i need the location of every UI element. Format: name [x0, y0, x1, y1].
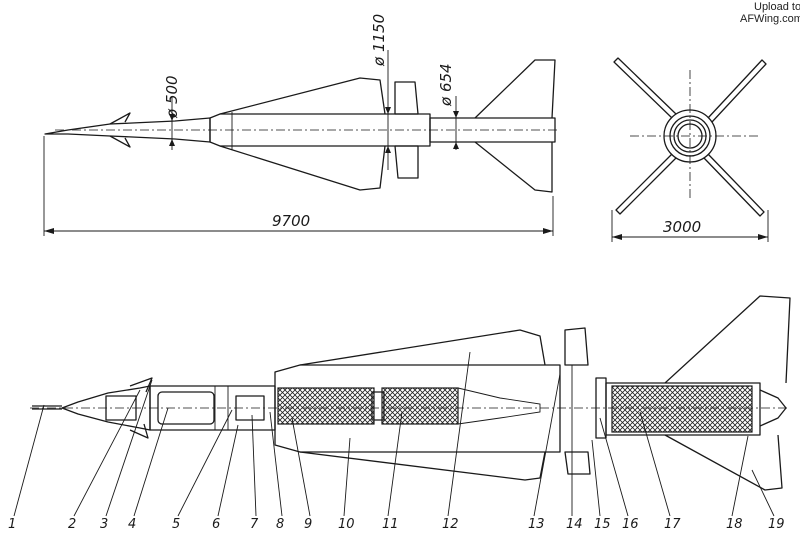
dim-diameter-1150: ø 1150	[370, 14, 388, 67]
upper-fairing	[394, 81, 419, 115]
callout-label-1: 1	[8, 517, 16, 532]
callout-leader-3	[105, 379, 153, 517]
callout-label-15: 15	[594, 517, 611, 532]
canard-bottom	[109, 135, 131, 148]
callout-leader-6	[217, 424, 239, 517]
callout-label-4: 4	[128, 517, 136, 532]
watermark-line2: AFWing.com	[740, 13, 800, 25]
fin-ll	[615, 153, 677, 215]
booster-motor	[611, 385, 753, 433]
wing-top	[219, 77, 386, 115]
fuel-tank-1	[277, 387, 375, 425]
tail-fin-top	[474, 59, 556, 119]
cutaway-wing-bottom	[299, 451, 546, 481]
wing-bottom	[219, 145, 386, 191]
cutaway-fairing-top	[564, 327, 589, 366]
fuel-tank-2	[381, 387, 459, 425]
canard-top	[109, 112, 131, 125]
callout-leader-13	[533, 373, 561, 517]
callout-leader-19	[751, 469, 775, 517]
body-ring-outer	[663, 109, 717, 163]
cutaway-fairing-bottom	[564, 451, 591, 475]
cutaway-view	[30, 295, 791, 491]
fin-ur	[707, 59, 767, 123]
callout-leader-15	[591, 439, 601, 517]
callout-label-19: 19	[768, 517, 785, 532]
callout-leader-5	[177, 409, 233, 517]
cutaway-tail-top	[664, 295, 791, 384]
front-view: 3000	[611, 57, 769, 242]
callout-label-8: 8	[276, 517, 284, 532]
callout-leader-12	[447, 351, 471, 517]
callout-label-17: 17	[664, 517, 681, 532]
callout-label-11: 11	[382, 517, 399, 532]
callout-leader-8	[269, 411, 283, 517]
callout-label-9: 9	[304, 517, 312, 532]
dim-length: 9700	[272, 212, 310, 230]
fin-lr	[703, 153, 765, 217]
callout-label-2: 2	[68, 517, 76, 532]
callout-label-14: 14	[566, 517, 583, 532]
dim-span: 3000	[663, 218, 701, 236]
dim-diameter-500: ø 500	[163, 75, 181, 119]
callout-label-5: 5	[172, 517, 180, 532]
callout-label-10: 10	[338, 517, 355, 532]
callout-label-13: 13	[528, 517, 545, 532]
callout-leader-18	[731, 435, 749, 517]
callout-leader-16	[599, 417, 629, 517]
nozzle	[759, 389, 787, 427]
callout-labels: 1 2 3 4 5 6 7 8 9 10 11 12 13 14 15 16 17 18 19	[8, 351, 785, 532]
callout-leader-2	[73, 389, 141, 517]
fin-ul	[613, 57, 677, 119]
callout-leader-10	[343, 437, 351, 517]
cutaway-wing-top	[299, 329, 546, 366]
callout-label-7: 7	[250, 517, 259, 532]
callout-leader-7	[251, 414, 257, 517]
length-dimension: 9700	[43, 136, 554, 236]
callout-label-18: 18	[726, 517, 743, 532]
callout-leader-9	[291, 417, 311, 517]
tail-fin-bottom	[474, 141, 553, 193]
booster-section	[605, 382, 761, 436]
rear-body	[429, 117, 556, 143]
callout-leader-17	[639, 411, 671, 517]
watermark-line1: Upload to	[754, 1, 800, 13]
callout-leader-4	[133, 407, 169, 517]
dim-diameter-654: ø 654	[437, 63, 455, 107]
cutaway-tail-bottom	[664, 434, 783, 491]
callout-label-16: 16	[622, 517, 639, 532]
lower-fairing	[394, 145, 419, 179]
side-view: ø 500 ø 1150 ø 654	[44, 14, 560, 193]
callout-label-6: 6	[212, 517, 220, 532]
callout-leader-1	[13, 404, 45, 517]
callout-label-3: 3	[100, 517, 108, 532]
callout-leader-11	[387, 411, 403, 517]
callout-label-12: 12	[442, 517, 459, 532]
